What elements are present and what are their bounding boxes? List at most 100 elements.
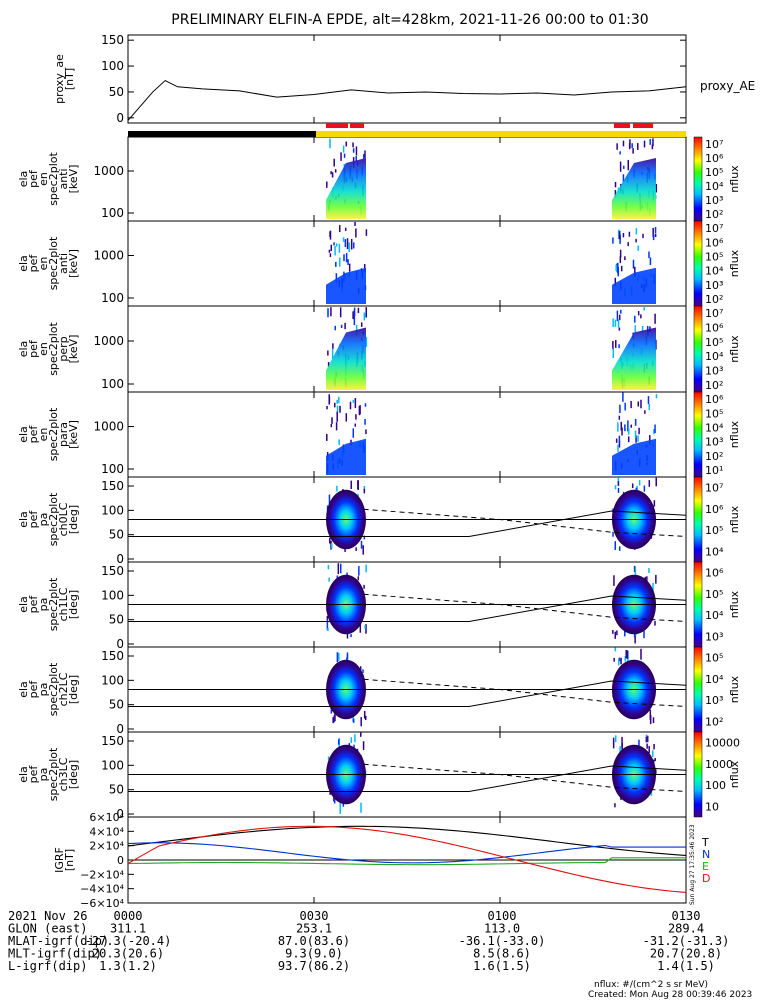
spectrum-pixel	[626, 650, 629, 659]
proxy-ae-ytick: 0	[116, 111, 124, 125]
spectrum-pixel	[621, 736, 623, 748]
colorbar-label: nflux	[728, 420, 741, 448]
spectrum-pixel	[618, 440, 621, 448]
spectrum-pixel	[638, 739, 640, 747]
spectrum-pixel	[354, 398, 357, 409]
spectrum-pixel	[616, 143, 618, 150]
x-info-value: 253.1	[296, 922, 332, 936]
spectrum-pixel	[360, 732, 362, 737]
spectrum-pixel	[612, 237, 614, 244]
spectrogram-ylabel: en	[37, 342, 50, 356]
spectrum-pixel	[336, 405, 339, 413]
spectrogram-ylabel: en	[37, 172, 50, 186]
spectrum-pixel	[339, 257, 341, 267]
x-info-value: 0000	[114, 909, 143, 923]
spectrum-pixel	[326, 433, 328, 441]
colorbar-tick: 10⁵	[705, 336, 723, 349]
spectrum-block	[326, 438, 366, 475]
colorbar-tick: 10⁵	[705, 166, 723, 179]
spectrum-pixel	[617, 319, 620, 328]
spectrum-pixel	[614, 541, 617, 550]
spectrum-pixel	[360, 717, 362, 727]
spectrum-pixel	[328, 249, 331, 253]
x-info-value: 1.3(1.2)	[99, 959, 157, 973]
colorbar-label: nflux	[728, 760, 741, 788]
igrf-d-curve	[127, 825, 687, 893]
spectrum-pixel	[612, 737, 615, 749]
spectrum-pixel	[634, 325, 637, 334]
x-info-label: MLAT-igrf(dip)	[8, 934, 109, 948]
spectrogram-frame	[127, 136, 687, 222]
spectrogram-ylabel: ela	[17, 341, 30, 358]
spectrum-block	[326, 267, 366, 304]
spectrum-pixel	[640, 648, 642, 660]
colorbar-tick: 10³	[705, 194, 723, 207]
spectrum-pixel	[357, 493, 359, 498]
spectrum-pixel	[632, 259, 635, 269]
spectrogram-ytick: 50	[109, 783, 124, 797]
colorbar-tick: 10²	[705, 715, 723, 728]
science-marker	[326, 123, 348, 128]
igrf-e-curve	[127, 857, 686, 866]
spectrum-pixel	[638, 480, 641, 486]
anti-loss-cone-line	[363, 508, 687, 537]
spectrogram-ylabel: pef	[27, 595, 40, 614]
spectrogram-ytick: 50	[109, 698, 124, 712]
spectrum-pixel	[654, 233, 657, 237]
spectrum-pixel	[337, 739, 340, 745]
spectrogram-ylabel: [deg]	[67, 675, 80, 704]
x-info-value: 93.7(86.2)	[278, 959, 350, 973]
spectrum-pixel	[634, 315, 636, 323]
spectrum-pixel	[614, 182, 617, 188]
spectrogram-ytick: 1000	[93, 164, 124, 178]
spectrogram-ytick: 1000	[93, 249, 124, 263]
spectrum-pixel	[328, 537, 331, 544]
spectrum-pixel	[627, 420, 629, 432]
spectrum-pixel	[347, 259, 349, 265]
spectrum-pixel	[642, 233, 644, 239]
x-info-value: 8.5(8.6)	[473, 947, 531, 961]
proxy-ae-ylabel: [nT]	[63, 68, 76, 90]
x-info-label: MLT-igrf(dip)	[8, 947, 102, 961]
spectrum-pixel	[350, 634, 352, 638]
spectrum-pixel	[364, 418, 366, 425]
spectrum-pixel	[641, 325, 644, 334]
spectrum-pixel	[326, 181, 328, 188]
x-info-value: 289.4	[668, 922, 704, 936]
spectrum-pixel	[648, 567, 650, 574]
spectrum-pixel	[333, 158, 335, 167]
spectrogram-ytick: 100	[101, 588, 124, 602]
spectrum-pixel	[624, 402, 626, 411]
spectrum-pixel	[365, 337, 368, 348]
colorbar	[693, 220, 703, 307]
spectrum-pixel	[614, 277, 617, 287]
spectrum-pixel	[655, 394, 658, 399]
x-info-value: 311.1	[110, 922, 146, 936]
igrf-ytick: 2×10⁴	[89, 840, 124, 853]
spectrum-pixel	[612, 348, 615, 359]
spectrogram-ytick: 0	[116, 637, 124, 651]
proxy-ae-line	[127, 79, 687, 121]
figure-title: PRELIMINARY ELFIN-A EPDE, alt=428km, 202…	[171, 12, 648, 28]
spectrum-pixel	[624, 655, 627, 662]
colorbar	[693, 476, 703, 563]
anti-loss-cone-line	[363, 678, 687, 707]
spectrum-pixel	[640, 399, 642, 409]
spectrum-pixel	[355, 414, 357, 420]
spectrum-pixel	[344, 227, 347, 231]
spectrum-pixel	[336, 652, 339, 663]
spectrum-pixel	[327, 627, 329, 632]
spectrum-pixel	[360, 540, 363, 549]
spectrum-pixel	[365, 564, 367, 573]
spectrum-pixel	[339, 225, 341, 233]
spectrum-pixel	[364, 625, 366, 630]
spectrogram-ylabel: [keV]	[67, 335, 80, 364]
science-marker	[633, 123, 653, 128]
spectrogram-ylabel: ch3LC	[57, 757, 70, 791]
spectrum-pixel	[338, 243, 341, 253]
spectrum-pixel	[328, 494, 331, 506]
spectrogram-ylabel: spec2plot	[47, 152, 60, 206]
spectrogram-ylabel: ch1LC	[57, 587, 70, 621]
spectrogram-ylabel: pef	[27, 680, 40, 699]
igrf-legend-t: T	[701, 836, 709, 849]
